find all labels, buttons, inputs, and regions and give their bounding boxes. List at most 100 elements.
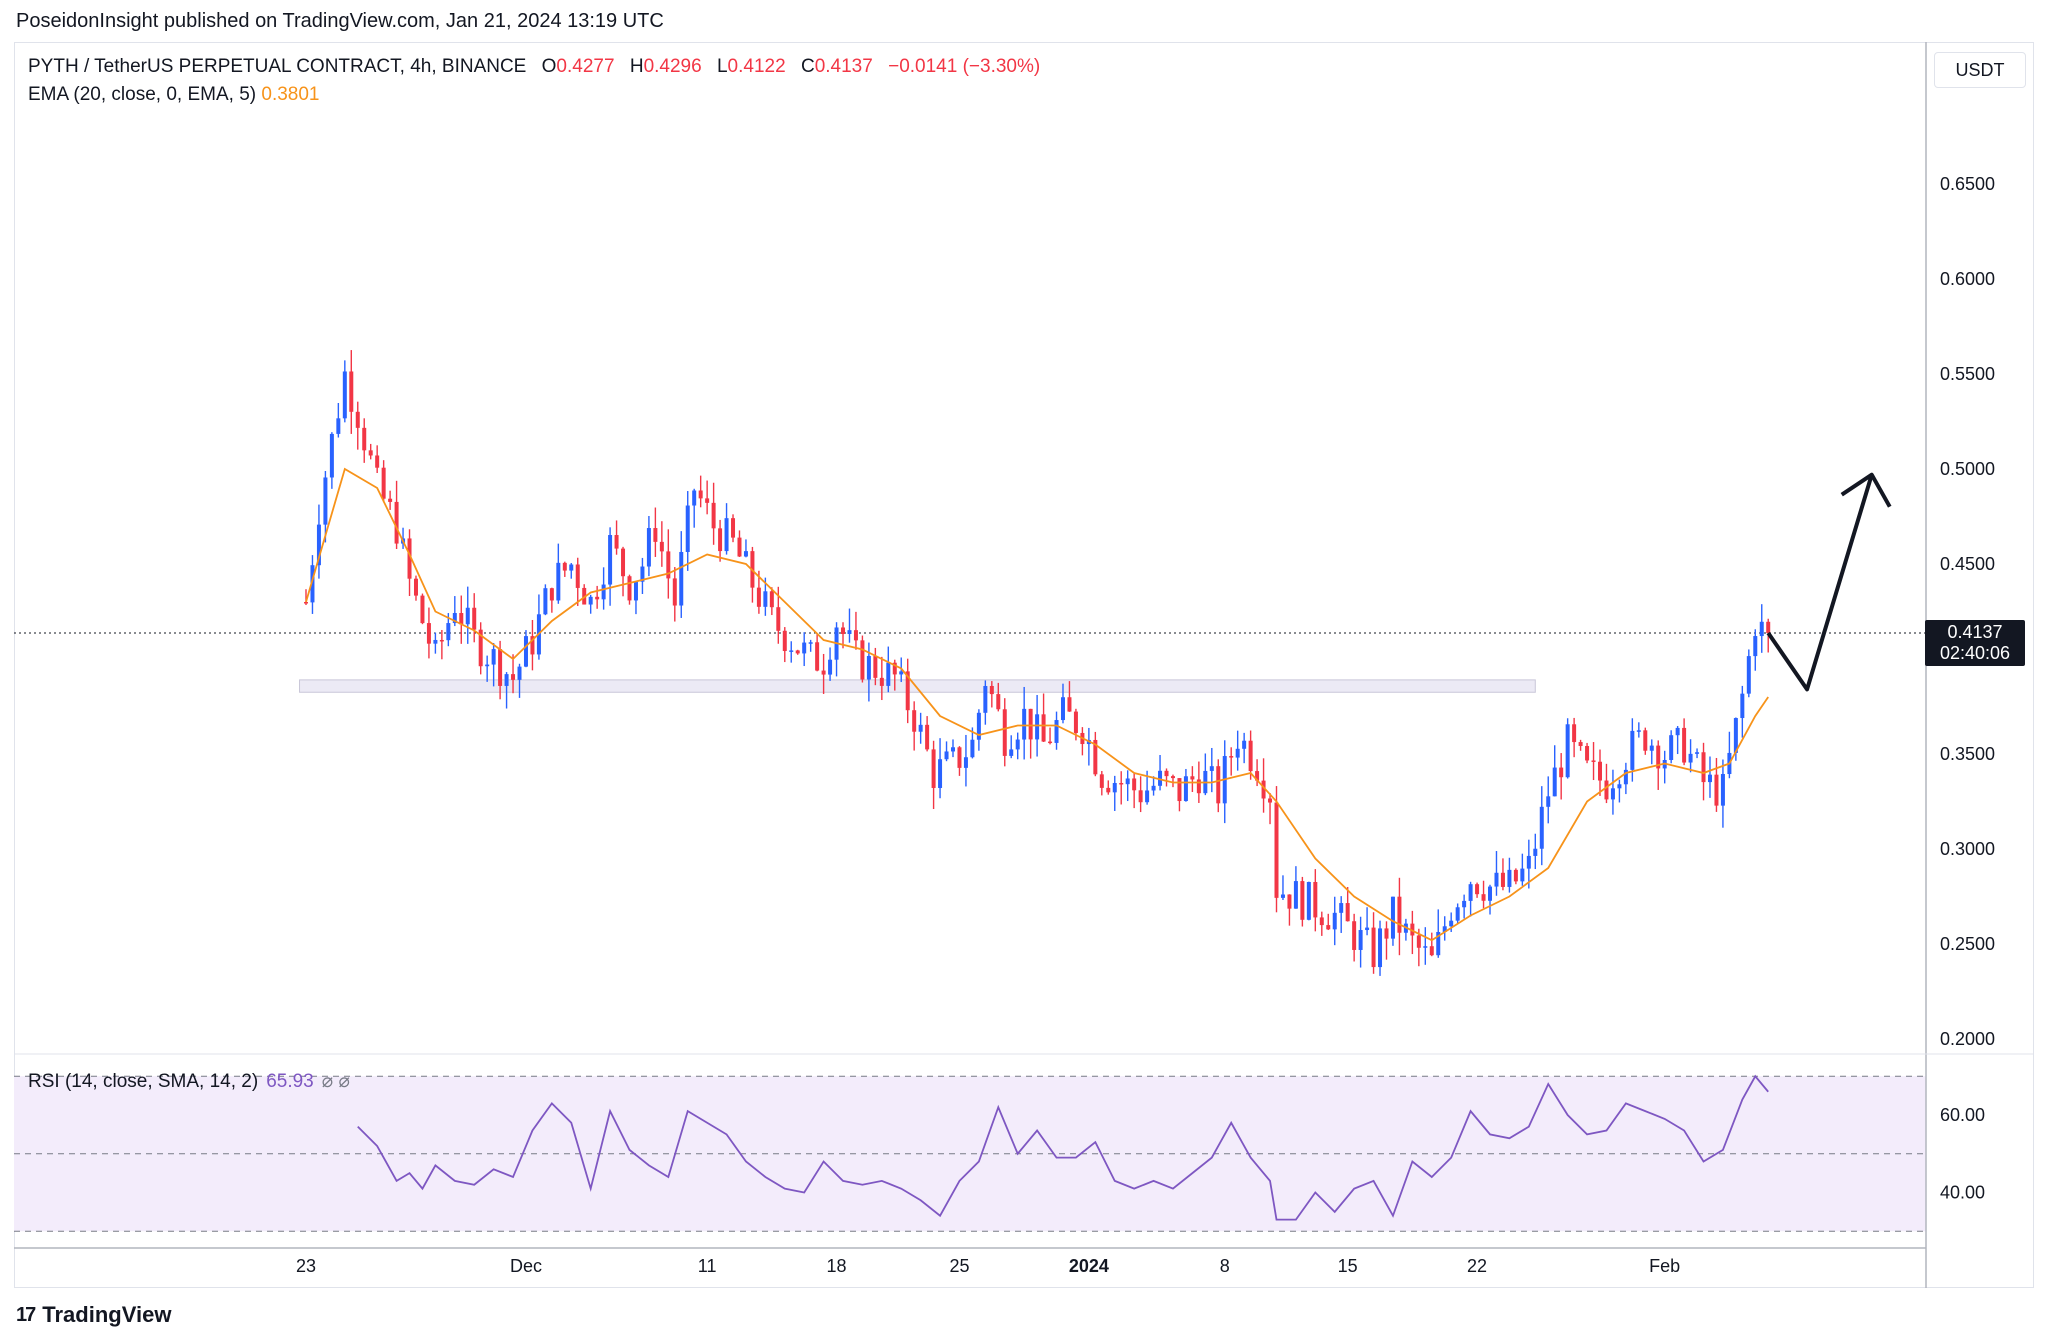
candle-body [1028,708,1033,740]
candle-body [1248,740,1253,772]
candle-body [1170,776,1175,779]
open-label: O [541,56,557,77]
candle-body [1099,774,1104,788]
candle-body [1740,693,1745,719]
candle-body [1675,727,1680,736]
candle-body [853,630,858,641]
candle-body [530,636,535,655]
candle-body [1287,894,1292,909]
candle-body [1106,787,1111,793]
candle-body [394,501,399,544]
candle-body [375,455,380,468]
candle-body [1177,778,1182,802]
change-value: −0.0141 (−3.30%) [888,56,1041,77]
candle-body [1623,769,1628,785]
candle-body [808,642,813,644]
candle-body [1067,697,1072,712]
candle-body [873,655,878,678]
candle-body [802,642,807,654]
candle-body [627,576,632,601]
candle-body [698,490,703,499]
projection-arrow-layer [1766,472,1892,692]
candle-body [1300,881,1305,920]
candle-body [388,498,393,502]
time-tick-label: 11 [698,1256,717,1276]
candle-body [711,502,716,529]
candle-body [1649,745,1654,751]
tradingview-logo[interactable]: 17 TradingView [16,1302,171,1328]
rsi-layer [14,1074,1926,1232]
candle-body [1229,756,1234,758]
candle-body [1507,869,1512,887]
candle-body [498,649,503,686]
candle-body [543,588,548,615]
candle-body [342,371,347,419]
close-value: 0.4137 [814,56,873,77]
time-tick-label: 15 [1338,1256,1358,1276]
candle-body [718,528,723,552]
rsi-legend[interactable]: RSI (14, close, SMA, 14, 2) 65.93 ⌀ ⌀ [28,1070,350,1093]
candle-body [562,562,567,571]
close-label: C [800,56,815,77]
candle-body [381,467,386,499]
price-tick-label: 0.6000 [1940,269,1995,289]
candle-body [672,578,677,606]
candle-body [1326,925,1331,930]
candle-body [1119,782,1124,785]
time-tick-label: 2024 [1069,1256,1109,1276]
time-tick-label: 18 [827,1256,847,1276]
candle-body [879,677,884,686]
candle-body [925,724,930,750]
candle-body [1552,767,1557,797]
candle-body [1358,930,1363,950]
time-tick-label: Dec [510,1256,542,1276]
projection-arrow-head [1840,472,1892,508]
candle-body [472,607,477,630]
time-tick-label: 22 [1467,1256,1487,1276]
candle-body [1753,636,1758,657]
candle-body [1707,774,1712,783]
candle-body [1268,798,1273,803]
candle-body [362,427,367,451]
candle-body [1766,621,1771,633]
candle-body [905,671,910,711]
candle-body [1604,780,1609,800]
candle-body [310,565,315,603]
candle-body [465,607,470,625]
rsi-value: 65.93 [266,1071,314,1092]
candle-body [1526,855,1531,869]
candle-body [1009,749,1014,756]
candle-body [504,674,509,686]
candle-body [646,528,651,567]
candle-body [1255,771,1260,781]
candle-body [1746,656,1751,694]
candle-body [1242,740,1247,749]
ema-legend[interactable]: EMA (20, close, 0, EMA, 5) 0.3801 [28,84,320,106]
publisher-caption: PoseidonInsight published on TradingView… [16,10,664,32]
candle-body [1313,881,1318,918]
candle-body [705,498,710,503]
candle-body [1319,917,1324,926]
candle-body [1636,730,1641,732]
candle-body [931,749,936,788]
candle-body [1565,724,1570,778]
candle-body [1695,752,1700,754]
candle-body [886,662,891,686]
currency-button[interactable]: USDT [1934,52,2026,88]
candle-body [1572,724,1577,743]
candle-body [1488,886,1493,901]
candle-body [1125,778,1130,785]
candle-body [756,587,761,607]
candle-body [679,551,684,606]
symbol-title[interactable]: PYTH / TetherUS PERPETUAL CONTRACT, 4h, … [28,56,527,77]
candle-body [1630,730,1635,770]
candle-body [1371,927,1376,968]
candle-body [724,518,729,552]
candle-body [1733,718,1738,753]
candle-body [1714,774,1719,806]
candle-body [918,724,923,732]
candle-body [828,659,833,675]
candles-layer [304,350,1771,976]
candle-body [944,751,949,760]
